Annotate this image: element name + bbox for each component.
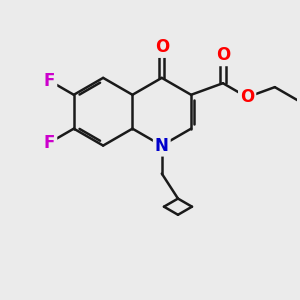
Text: F: F — [44, 72, 55, 90]
Text: N: N — [155, 136, 169, 154]
Text: O: O — [216, 46, 230, 64]
Text: F: F — [44, 134, 55, 152]
Text: O: O — [155, 38, 169, 56]
Text: O: O — [240, 88, 254, 106]
